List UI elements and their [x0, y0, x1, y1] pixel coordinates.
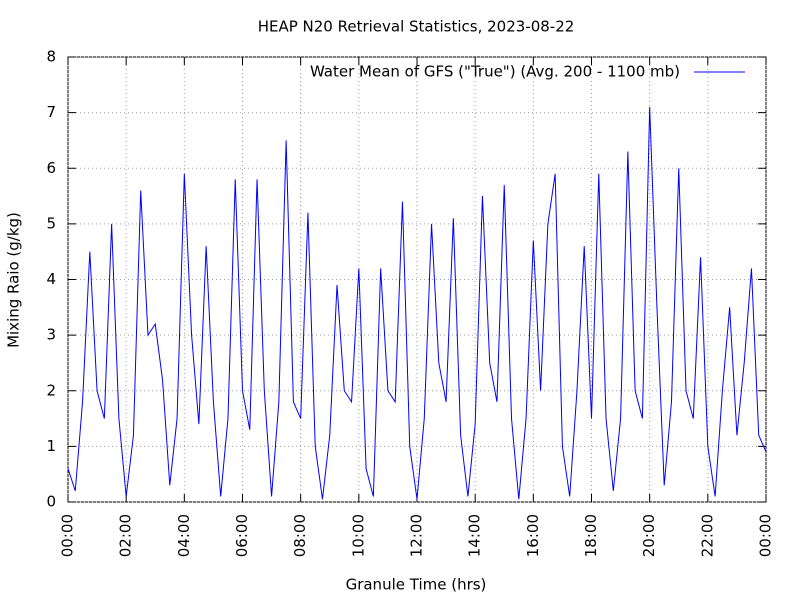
- x-tick-label: 20:00: [640, 514, 658, 557]
- x-tick-label: 10:00: [349, 514, 367, 557]
- y-tick-label: 3: [46, 326, 56, 344]
- y-tick-label: 6: [46, 159, 56, 177]
- x-tick-label: 02:00: [117, 514, 135, 557]
- y-tick-label: 0: [46, 493, 56, 511]
- x-tick-label: 22:00: [698, 514, 716, 557]
- y-tick-label: 5: [46, 214, 56, 232]
- y-tick-label: 4: [46, 270, 56, 288]
- x-tick-label: 16:00: [524, 514, 542, 557]
- y-tick-label: 8: [46, 48, 56, 66]
- chart-title: HEAP N20 Retrieval Statistics, 2023-08-2…: [258, 18, 575, 36]
- x-tick-label: 18:00: [582, 514, 600, 557]
- x-tick-label: 00:00: [757, 514, 775, 557]
- x-tick-label: 08:00: [291, 514, 309, 557]
- x-tick-label: 04:00: [175, 514, 193, 557]
- data-line: [67, 107, 767, 500]
- x-tick-label: 06:00: [233, 514, 251, 557]
- x-tick-label: 12:00: [408, 514, 426, 557]
- x-tick-label: 14:00: [466, 514, 484, 557]
- legend-label: Water Mean of GFS ("True") (Avg. 200 - 1…: [310, 63, 680, 81]
- x-tick-label: 00:00: [59, 514, 77, 557]
- y-axis-label: Mixing Raio (g/kg): [5, 212, 23, 348]
- x-axis-label: Granule Time (hrs): [346, 576, 487, 594]
- y-tick-label: 7: [46, 103, 56, 121]
- y-tick-label: 2: [46, 381, 56, 399]
- y-tick-label: 1: [46, 437, 56, 455]
